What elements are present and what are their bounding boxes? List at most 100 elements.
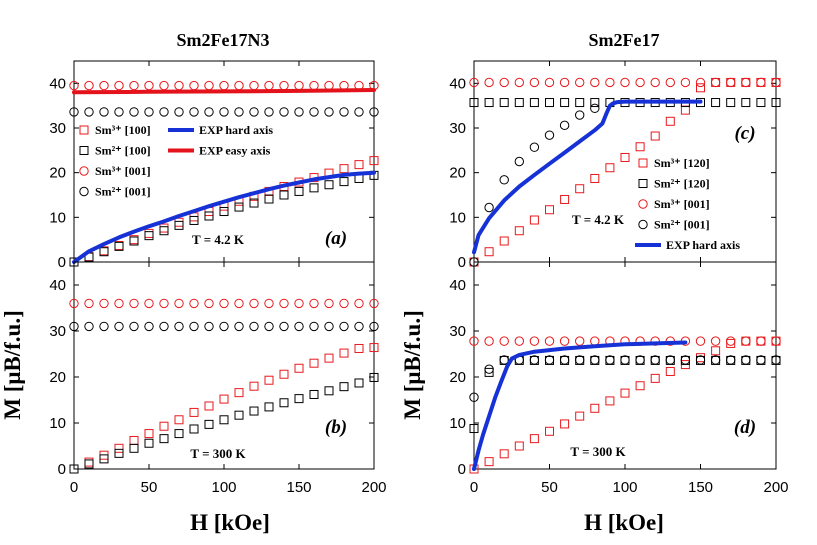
legend-marker-square — [638, 179, 648, 188]
legend-marker-square — [79, 146, 89, 155]
data-point-circle — [84, 321, 94, 332]
data-point-square — [354, 378, 364, 388]
data-point-square — [514, 98, 524, 108]
data-point-square — [189, 407, 199, 417]
y-tick-label: 0 — [58, 254, 66, 271]
temperature-annotation: T = 4.2 K — [192, 232, 245, 247]
y-tick-label: 10 — [49, 415, 66, 432]
data-point-circle — [726, 355, 736, 365]
data-point-circle — [620, 355, 630, 365]
data-point-circle — [99, 80, 109, 91]
data-point-circle — [680, 355, 691, 365]
data-point-square — [529, 434, 539, 444]
data-point-square — [249, 198, 259, 208]
data-point-circle — [204, 107, 214, 117]
data-point-square — [499, 449, 509, 459]
data-point-circle — [559, 355, 570, 365]
data-point-square — [590, 98, 600, 108]
data-point-circle — [249, 298, 259, 309]
data-point-circle — [99, 321, 109, 332]
data-point-square — [144, 231, 154, 241]
y-tick-label: 20 — [49, 369, 66, 386]
data-point-square — [514, 226, 524, 236]
data-point-circle — [514, 77, 524, 88]
data-point-circle — [529, 142, 540, 152]
data-point-circle — [756, 336, 766, 346]
data-point-circle — [234, 107, 244, 117]
data-point-circle — [650, 355, 660, 365]
data-point-circle — [309, 298, 319, 309]
data-point-circle — [189, 80, 199, 91]
data-point-square — [726, 98, 736, 108]
data-point-circle — [559, 77, 570, 88]
legend-label: Sm³⁺ [100] — [95, 123, 151, 137]
data-point-square — [129, 236, 139, 246]
data-point-circle — [605, 355, 615, 365]
x-tick-label: 50 — [141, 479, 158, 496]
legend: Sm³⁺ [100] Sm²⁺ [100] Sm³⁺ [001] Sm²⁺ [001]… — [79, 123, 273, 199]
legend-label: Sm²⁺ [001] — [654, 218, 710, 232]
data-point-circle — [189, 107, 199, 117]
data-point-square — [696, 353, 705, 363]
data-point-square — [129, 435, 139, 445]
data-point-square — [665, 116, 675, 126]
data-point-circle — [279, 80, 289, 91]
data-point-circle — [665, 355, 675, 365]
data-point-circle — [369, 107, 379, 117]
data-point-circle — [529, 336, 540, 346]
data-point-circle — [144, 298, 154, 309]
data-point-circle — [756, 355, 766, 365]
data-point-circle — [309, 80, 319, 91]
data-point-square — [469, 424, 479, 434]
y-tick-label: 30 — [49, 323, 66, 340]
legend-label: EXP easy axis — [199, 144, 271, 158]
data-point-square — [560, 194, 570, 204]
data-point-circle — [771, 336, 781, 346]
series-EXP hard axis — [72, 170, 376, 264]
data-point-circle — [499, 77, 509, 88]
data-point-square — [114, 448, 124, 458]
data-point-square — [635, 142, 645, 152]
series-Sm²⁺ [100] — [69, 372, 379, 474]
data-point-square — [279, 190, 289, 200]
data-point-square — [279, 398, 289, 408]
series-Sm²⁺ [001] — [469, 103, 600, 267]
x-tick-label: 150 — [688, 479, 713, 496]
data-point-square — [264, 402, 274, 412]
data-point-circle — [84, 107, 94, 117]
data-point-square — [309, 389, 319, 399]
data-point-square — [249, 381, 259, 391]
data-point-circle — [354, 107, 364, 117]
data-point-circle — [129, 321, 139, 332]
y-tick-label: 0 — [58, 461, 66, 478]
y-tick-label: 30 — [49, 120, 66, 137]
data-point-circle — [339, 107, 349, 117]
right-x-axis-label: H [kOe] — [584, 510, 664, 535]
data-point-circle — [294, 107, 304, 117]
data-point-square — [219, 394, 229, 404]
data-point-square — [711, 98, 721, 108]
data-point-circle — [159, 107, 169, 117]
series-EXP hard axis — [472, 99, 703, 255]
y-tick-label: 20 — [49, 165, 66, 182]
y-tick-label: 10 — [49, 209, 66, 226]
data-point-circle — [249, 107, 259, 117]
data-point-circle — [114, 298, 124, 309]
data-point-circle — [174, 321, 184, 332]
x-tick-label: 200 — [361, 479, 386, 496]
data-point-circle — [114, 107, 124, 117]
data-point-circle — [264, 107, 274, 117]
data-point-circle — [294, 298, 304, 309]
data-point-circle — [635, 77, 645, 88]
panel-a: 0 10 20 30 40 T = 4.2 K (a) Sm³⁺ [100] Sm²⁺ [100… — [49, 60, 379, 271]
data-point-square — [369, 343, 379, 353]
panel-label: (a) — [325, 228, 347, 249]
data-point-circle — [484, 202, 494, 213]
data-point-square — [204, 401, 214, 411]
data-point-circle — [189, 321, 199, 332]
y-tick-label: 10 — [449, 209, 466, 226]
data-point-square — [84, 459, 94, 469]
data-point-circle — [695, 77, 706, 88]
data-point-circle — [129, 107, 139, 117]
data-point-circle — [741, 77, 751, 88]
